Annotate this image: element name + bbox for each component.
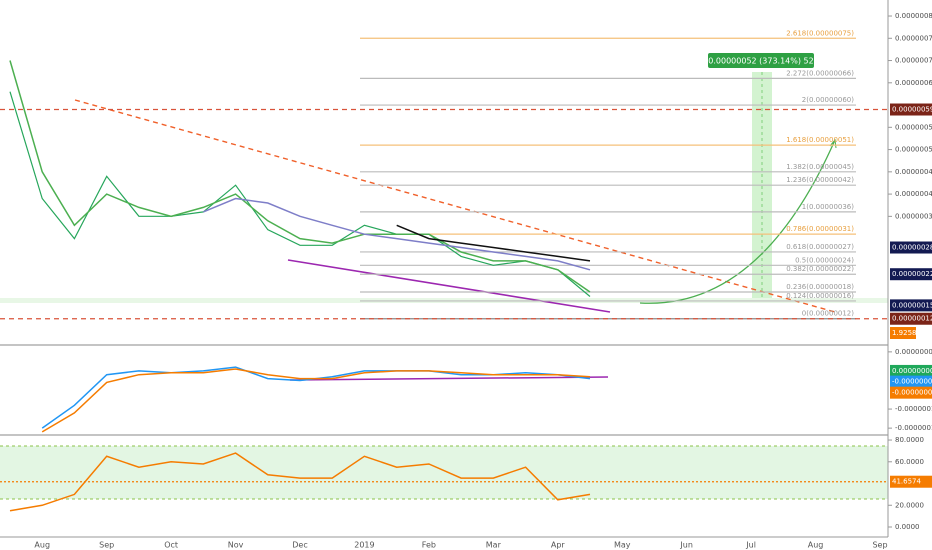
rsi-band: [0, 446, 888, 499]
price-box: [890, 386, 932, 399]
price-label: 0.00000015: [892, 301, 932, 309]
price-label: 0.00000022: [892, 270, 932, 278]
fib-label: 0.124(0.00000016): [786, 292, 854, 300]
x-tick-label: Apr: [551, 541, 566, 550]
price-label: 0.00000028: [892, 244, 932, 252]
macd-line: [289, 376, 609, 381]
series-line: [396, 224, 591, 262]
x-tick-label: Mar: [486, 541, 502, 550]
price-box: [890, 299, 932, 312]
price-box: [890, 268, 932, 281]
y-tick-label: 0.00000045: [895, 168, 932, 176]
y-tick-label: 60.0000: [895, 458, 924, 466]
x-tick-label: Sep: [872, 541, 887, 550]
series-line: [9, 60, 591, 293]
x-tick-label: Aug: [808, 541, 824, 550]
volume-label: 1.9258: [892, 329, 917, 337]
price-box: [890, 241, 932, 254]
fib-label: 0(0.00000012): [802, 310, 854, 318]
trade-box: [708, 53, 814, 68]
y-tick-label: 0.0000: [895, 523, 920, 531]
series-line: [9, 452, 591, 512]
y-tick-label: 0.00000035: [895, 212, 932, 220]
x-tick-label: 2019: [354, 541, 374, 550]
x-tick-label: Jul: [745, 541, 756, 550]
y-tick-label: 0.00000075: [895, 34, 932, 42]
x-tick-label: Aug: [34, 541, 50, 550]
fib-label: 2.618(0.00000075): [786, 29, 854, 37]
series-line: [41, 366, 591, 429]
series-line: [203, 197, 591, 271]
y-tick-label: 0.00000055: [895, 123, 932, 131]
price-box: [890, 103, 932, 116]
x-tick-label: Dec: [292, 541, 307, 550]
price-label: -0.00000002: [892, 389, 932, 397]
x-tick-label: Sep: [99, 541, 114, 550]
series-line: [9, 91, 591, 297]
series-line: [41, 368, 591, 433]
price-label: -0.00000002: [892, 378, 932, 386]
y-tick-label: 0.00000065: [895, 79, 932, 87]
x-tick-label: Feb: [422, 541, 436, 550]
fib-label: 0.382(0.00000022): [786, 265, 854, 273]
fib-label: 0.5(0.00000024): [795, 256, 854, 264]
y-tick-label: -0.00000010: [895, 405, 932, 413]
y-tick-label: 80.0000: [895, 436, 924, 444]
x-tick-label: May: [614, 541, 631, 550]
fib-label: 0.618(0.00000027): [786, 243, 854, 251]
trade-label: 0.00000052 (373.14%) 52: [708, 57, 813, 66]
y-tick-label: 0.00000005: [895, 348, 932, 356]
price-box: [890, 312, 932, 325]
fib-label: 1.382(0.00000045): [786, 163, 854, 171]
fib-label: 1(0.00000036): [802, 203, 854, 211]
price-box: [890, 475, 932, 488]
trendline: [74, 99, 836, 313]
support-line: [287, 259, 611, 313]
price-label: 0.00000059: [892, 106, 932, 114]
x-tick-label: Oct: [164, 541, 178, 550]
y-tick-label: 20.0000: [895, 501, 924, 509]
fib-label: 1.236(0.00000042): [786, 176, 854, 184]
volume-box: [890, 327, 916, 339]
y-tick-label: -0.00000015: [895, 424, 932, 432]
price-box: [890, 364, 932, 377]
fib-label: 2.272(0.00000066): [786, 69, 854, 77]
price-label: 41.6574: [892, 478, 921, 486]
price-label: 0.00000012: [892, 315, 932, 323]
fib-label: 2(0.00000060): [802, 96, 854, 104]
x-tick-label: Nov: [228, 541, 244, 550]
x-tick-label: Jun: [679, 541, 693, 550]
fib-label: 0.786(0.00000031): [786, 225, 854, 233]
price-label: 0.00000000: [892, 367, 932, 375]
fib-label: 1.618(0.00000051): [786, 136, 854, 144]
fib-label: 0.236(0.00000018): [786, 283, 854, 291]
price-box: [890, 375, 932, 388]
